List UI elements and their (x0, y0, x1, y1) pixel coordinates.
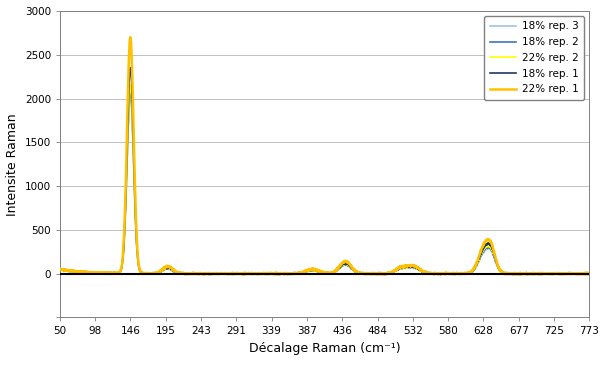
22% rep. 2 (260, 271, 267, 276)
18% rep. 1 (585, 271, 593, 276)
22% rep. 1 (56, 266, 64, 271)
18% rep. 1 (282, 271, 290, 276)
18% rep. 2 (518, 271, 525, 276)
18% rep. 2 (56, 267, 64, 272)
18% rep. 3 (284, 273, 291, 277)
18% rep. 1 (276, 272, 284, 277)
22% rep. 1 (239, 273, 246, 277)
18% rep. 1 (126, 65, 133, 70)
22% rep. 2 (282, 272, 290, 276)
22% rep. 1 (585, 271, 593, 275)
22% rep. 2 (148, 271, 156, 275)
18% rep. 2 (524, 273, 531, 277)
18% rep. 3 (585, 271, 593, 275)
Line: 22% rep. 2: 22% rep. 2 (60, 86, 589, 275)
18% rep. 3 (127, 92, 134, 97)
22% rep. 2 (518, 271, 525, 276)
22% rep. 1 (260, 272, 267, 276)
18% rep. 2 (585, 272, 593, 276)
18% rep. 1 (260, 271, 267, 275)
Y-axis label: Intensite Raman: Intensite Raman (6, 113, 19, 215)
18% rep. 2 (148, 271, 156, 275)
18% rep. 2 (575, 271, 582, 276)
18% rep. 1 (56, 267, 64, 271)
18% rep. 3 (282, 272, 290, 276)
18% rep. 2 (282, 270, 290, 275)
18% rep. 1 (518, 272, 525, 276)
18% rep. 3 (575, 270, 582, 275)
18% rep. 3 (148, 272, 156, 276)
Legend: 18% rep. 3, 18% rep. 2, 22% rep. 2, 18% rep. 1, 22% rep. 1: 18% rep. 3, 18% rep. 2, 22% rep. 2, 18% … (484, 16, 584, 100)
22% rep. 2 (117, 270, 124, 275)
22% rep. 1 (127, 35, 134, 39)
18% rep. 2 (117, 269, 124, 274)
Line: 18% rep. 3: 18% rep. 3 (60, 94, 589, 275)
Line: 18% rep. 1: 18% rep. 1 (60, 68, 589, 275)
18% rep. 3 (260, 271, 267, 276)
22% rep. 1 (518, 271, 525, 276)
22% rep. 2 (575, 271, 582, 275)
18% rep. 3 (117, 269, 124, 274)
18% rep. 1 (148, 271, 156, 275)
22% rep. 2 (126, 83, 133, 88)
22% rep. 2 (56, 268, 64, 272)
18% rep. 1 (117, 269, 124, 273)
18% rep. 3 (56, 268, 64, 272)
18% rep. 2 (127, 87, 134, 92)
22% rep. 1 (148, 271, 156, 276)
22% rep. 2 (585, 271, 593, 276)
Line: 18% rep. 2: 18% rep. 2 (60, 90, 589, 275)
22% rep. 2 (260, 272, 267, 277)
18% rep. 2 (260, 270, 267, 275)
22% rep. 1 (117, 269, 124, 273)
22% rep. 1 (282, 271, 290, 276)
X-axis label: Décalage Raman (cm⁻¹): Décalage Raman (cm⁻¹) (249, 342, 400, 355)
18% rep. 3 (518, 272, 525, 276)
22% rep. 1 (575, 272, 582, 276)
Line: 22% rep. 1: 22% rep. 1 (60, 37, 589, 275)
18% rep. 1 (575, 271, 582, 276)
